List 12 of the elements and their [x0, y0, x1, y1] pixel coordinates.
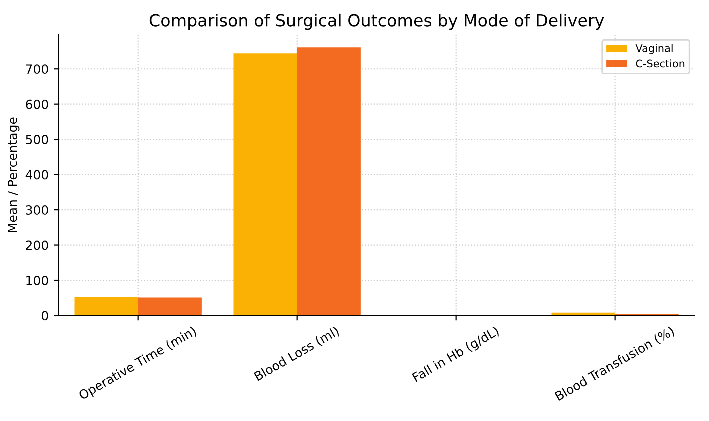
y-tick-label: 700: [26, 64, 48, 74]
y-tick-label: 300: [26, 206, 48, 215]
legend-label: C-Section: [636, 60, 685, 68]
y-tick-label: 600: [26, 100, 48, 110]
y-axis-title: Mean / Percentage: [8, 118, 20, 232]
y-tick-label: 500: [26, 135, 48, 145]
y-tick-label: 400: [26, 170, 48, 180]
y-tick-label: 0: [42, 311, 48, 321]
y-tick-label: 100: [26, 276, 48, 286]
y-tick-label: 200: [26, 240, 48, 250]
chart-title: Comparison of Surgical Outcomes by Mode of Delivery: [150, 14, 604, 30]
legend-label: Vaginal: [636, 44, 673, 54]
